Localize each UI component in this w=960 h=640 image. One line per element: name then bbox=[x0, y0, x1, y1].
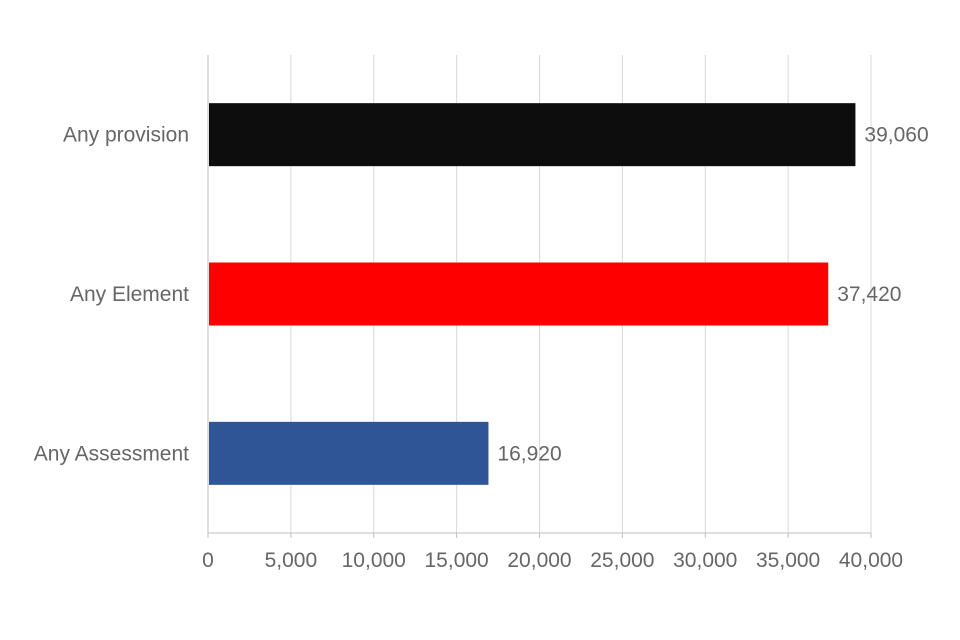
data-label: 39,060 bbox=[864, 124, 928, 147]
x-tick-label: 25,000 bbox=[590, 549, 654, 572]
x-tick-label: 5,000 bbox=[265, 549, 318, 572]
category-label: Any Element bbox=[70, 283, 189, 306]
x-tick-label: 0 bbox=[202, 549, 214, 572]
x-tick-label: 40,000 bbox=[839, 549, 903, 572]
data-label: 37,420 bbox=[837, 283, 901, 306]
x-tick-label: 20,000 bbox=[507, 549, 571, 572]
x-tick-label: 35,000 bbox=[756, 549, 820, 572]
labels: 0 5,000 10,000 15,000 20,000 25,000 30,000 35,0… bbox=[34, 124, 929, 572]
x-tick-label: 10,000 bbox=[342, 549, 406, 572]
bar bbox=[209, 421, 489, 485]
x-tick-label: 15,000 bbox=[425, 549, 489, 572]
x-tick-label: 30,000 bbox=[673, 549, 737, 572]
bar bbox=[209, 262, 829, 326]
category-label: Any provision bbox=[63, 124, 189, 147]
axes bbox=[207, 55, 872, 538]
data-label: 16,920 bbox=[497, 442, 561, 465]
bars bbox=[209, 103, 856, 485]
bar bbox=[209, 103, 856, 167]
category-label: Any Assessment bbox=[34, 442, 189, 465]
